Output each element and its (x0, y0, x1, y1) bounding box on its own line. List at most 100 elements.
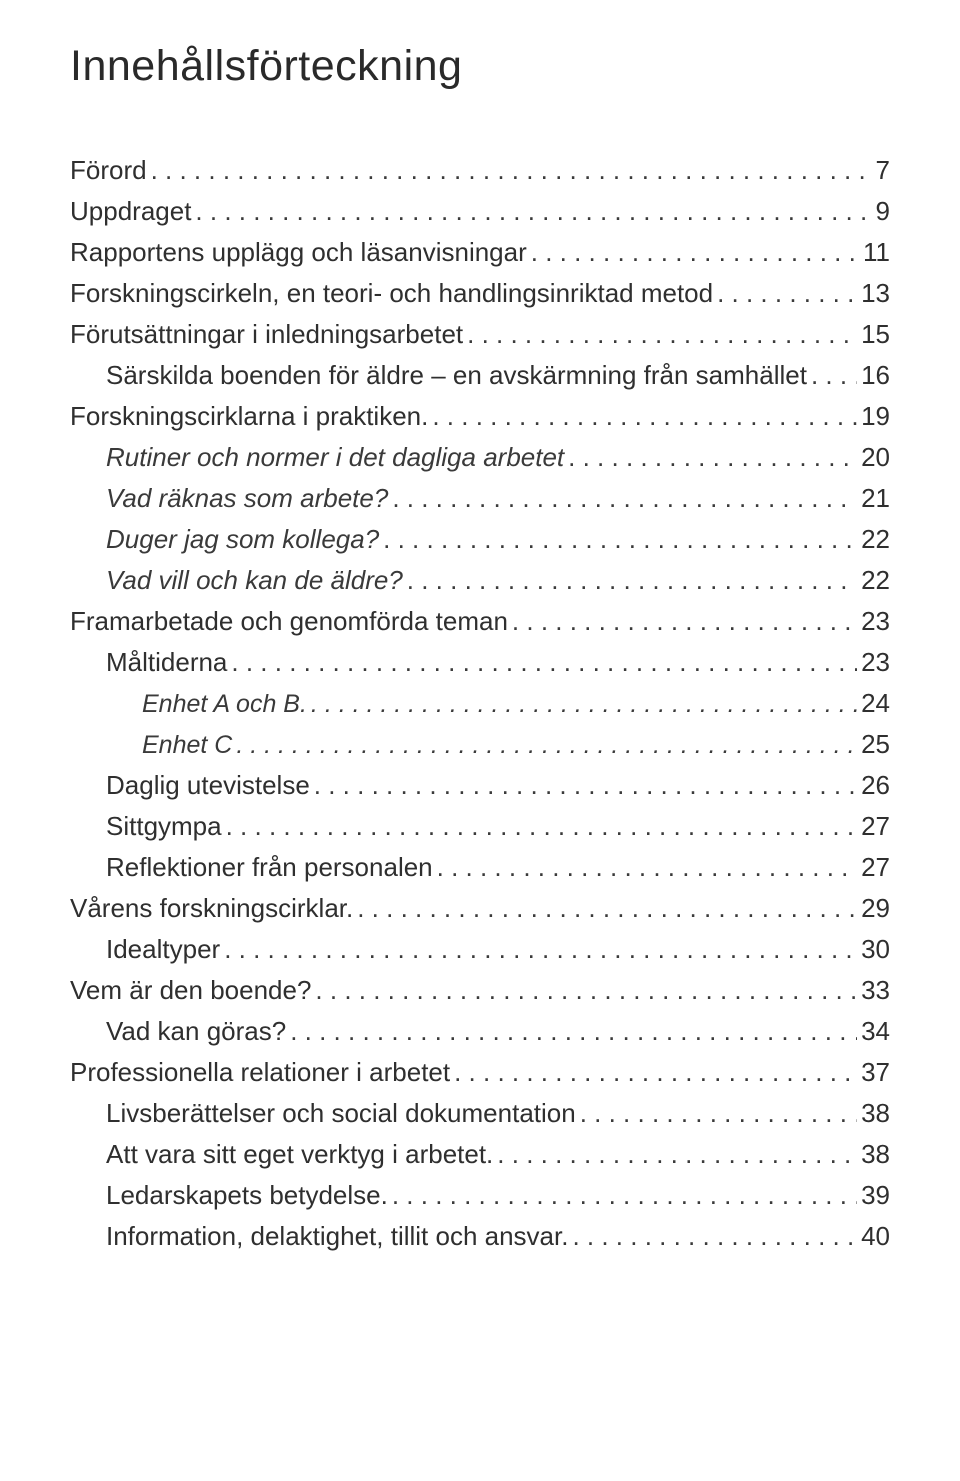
toc-page-number: 23 (861, 606, 890, 637)
toc-row: Reflektioner från personalen . . . . . .… (70, 852, 890, 883)
toc-entry-label: Vem är den boende? (70, 975, 311, 1006)
toc-leader-dots: . . . . . . . . . . . . . . . . . . . . … (357, 893, 857, 924)
toc-entry-label: Vad räknas som arbete? (70, 483, 388, 514)
toc-page-number: 29 (861, 893, 890, 924)
toc-entry-label: Reflektioner från personalen (70, 852, 433, 883)
table-of-contents: Förord . . . . . . . . . . . . . . . . .… (70, 155, 890, 1252)
toc-page-number: 37 (861, 1057, 890, 1088)
toc-row: Rapportens upplägg och läsanvisningar . … (70, 237, 890, 268)
toc-leader-dots: . . . . . . . . . . . . . . . . . . . . … (437, 852, 857, 883)
toc-leader-dots: . . . . . . . . . . . . . . . . . . . . … (290, 1016, 857, 1047)
toc-row: Forskningscirklarna i praktiken. . . . .… (70, 401, 890, 432)
toc-row: Förutsättningar i inledningsarbetet . . … (70, 319, 890, 350)
toc-row: Forskningscirkeln, en teori- och handlin… (70, 278, 890, 309)
toc-leader-dots: . . . . . . . . . . . . . . . . . . . . … (432, 401, 857, 432)
toc-entry-label: Forskningscirkeln, en teori- och handlin… (70, 278, 713, 309)
toc-leader-dots: . . . . . . . . . . . . . . . . . . . . … (580, 1098, 857, 1129)
toc-row: Duger jag som kollega? . . . . . . . . .… (70, 524, 890, 555)
toc-page-number: 39 (861, 1180, 890, 1211)
toc-entry-label: Vad vill och kan de äldre? (70, 565, 403, 596)
toc-row: Daglig utevistelse . . . . . . . . . . .… (70, 770, 890, 801)
toc-row: Vad vill och kan de äldre? . . . . . . .… (70, 565, 890, 596)
toc-page-number: 40 (861, 1221, 890, 1252)
toc-leader-dots: . . . . . . . . . . . . . . . . . . . . … (236, 731, 857, 760)
toc-page-number: 33 (861, 975, 890, 1006)
toc-leader-dots: . . . . . . . . . . . . . . . . . . . . … (392, 1180, 857, 1211)
toc-page-number: 38 (861, 1098, 890, 1129)
toc-page-number: 11 (863, 237, 890, 268)
toc-entry-label: Forskningscirklarna i praktiken. (70, 401, 428, 432)
toc-row: Särskilda boenden för äldre – en avskärm… (70, 360, 890, 391)
toc-leader-dots: . . . . . . . . . . . . . . . . . . . . … (717, 278, 857, 309)
toc-leader-dots: . . . . . . . . . . . . . . . . . . . . … (497, 1139, 857, 1170)
toc-page-number: 20 (861, 442, 890, 473)
toc-leader-dots: . . . . . . . . . . . . . . . . . . . . … (311, 690, 857, 719)
toc-row: Enhet C . . . . . . . . . . . . . . . . … (70, 729, 890, 760)
toc-leader-dots: . . . . . . . . . . . . . . . . . . . . … (383, 524, 857, 555)
toc-entry-label: Idealtyper (70, 934, 220, 965)
toc-row: Sittgympa . . . . . . . . . . . . . . . … (70, 811, 890, 842)
toc-leader-dots: . . . . . . . . . . . . . . . . . . . . … (512, 606, 857, 637)
toc-page-number: 25 (861, 729, 890, 760)
page-container: Innehållsförteckning Förord . . . . . . … (0, 0, 960, 1302)
toc-leader-dots: . . . . . . . . . . . . . . . . . . . . … (392, 483, 857, 514)
toc-leader-dots: . . . . . . . . . . . . . . . . . . . . … (226, 811, 857, 842)
toc-page-number: 23 (861, 647, 890, 678)
toc-page-number: 26 (861, 770, 890, 801)
toc-entry-label: Förord (70, 155, 147, 186)
toc-entry-label: Enhet A och B. (70, 690, 307, 719)
toc-row: Livsberättelser och social dokumentation… (70, 1098, 890, 1129)
toc-page-number: 27 (861, 852, 890, 883)
toc-leader-dots: . . . . . . . . . . . . . . . . . . . . … (467, 319, 857, 350)
toc-entry-label: Framarbetade och genomförda teman (70, 606, 508, 637)
toc-leader-dots: . . . . . . . . . . . . . . . . . . . . … (224, 934, 857, 965)
toc-page-number: 7 (876, 155, 890, 186)
page-title: Innehållsförteckning (70, 42, 890, 91)
toc-page-number: 24 (861, 688, 890, 719)
toc-leader-dots: . . . . . . . . . . . . . . . . . . . . … (531, 237, 859, 268)
toc-leader-dots: . . . . . . . . . . . . . . . . . . . . … (407, 565, 857, 596)
toc-entry-label: Enhet C (70, 731, 232, 760)
toc-leader-dots: . . . . . . . . . . . . . . . . . . . . … (568, 442, 857, 473)
toc-row: Ledarskapets betydelse. . . . . . . . . … (70, 1180, 890, 1211)
toc-entry-label: Rutiner och normer i det dagliga arbetet (70, 442, 564, 473)
toc-row: Framarbetade och genomförda teman . . . … (70, 606, 890, 637)
toc-row: Förord . . . . . . . . . . . . . . . . .… (70, 155, 890, 186)
toc-page-number: 22 (861, 524, 890, 555)
toc-leader-dots: . . . . . . . . . . . . . . . . . . . . … (314, 770, 857, 801)
toc-entry-label: Uppdraget (70, 196, 191, 227)
toc-page-number: 19 (861, 401, 890, 432)
toc-leader-dots: . . . . . . . . . . . . . . . . . . . . … (195, 196, 871, 227)
toc-entry-label: Information, delaktighet, tillit och ans… (70, 1221, 568, 1252)
toc-page-number: 16 (861, 360, 890, 391)
toc-page-number: 22 (861, 565, 890, 596)
toc-row: Vad räknas som arbete? . . . . . . . . .… (70, 483, 890, 514)
toc-leader-dots: . . . . . . . . . . . . . . . . . . . . … (231, 647, 857, 678)
toc-entry-label: Vårens forskningscirklar. (70, 893, 353, 924)
toc-entry-label: Rapportens upplägg och läsanvisningar (70, 237, 527, 268)
toc-page-number: 15 (861, 319, 890, 350)
toc-entry-label: Sittgympa (70, 811, 222, 842)
toc-page-number: 30 (861, 934, 890, 965)
toc-entry-label: Måltiderna (70, 647, 227, 678)
toc-row: Idealtyper . . . . . . . . . . . . . . .… (70, 934, 890, 965)
toc-entry-label: Att vara sitt eget verktyg i arbetet. (70, 1139, 493, 1170)
toc-entry-label: Särskilda boenden för äldre – en avskärm… (70, 360, 807, 391)
toc-page-number: 13 (861, 278, 890, 309)
toc-leader-dots: . . . . . . . . . . . . . . . . . . . . … (454, 1057, 857, 1088)
toc-page-number: 38 (861, 1139, 890, 1170)
toc-row: Information, delaktighet, tillit och ans… (70, 1221, 890, 1252)
toc-entry-label: Förutsättningar i inledningsarbetet (70, 319, 463, 350)
toc-leader-dots: . . . . . . . . . . . . . . . . . . . . … (811, 360, 857, 391)
toc-row: Uppdraget . . . . . . . . . . . . . . . … (70, 196, 890, 227)
toc-entry-label: Vad kan göras? (70, 1016, 286, 1047)
toc-row: Vårens forskningscirklar. . . . . . . . … (70, 893, 890, 924)
toc-entry-label: Livsberättelser och social dokumentation (70, 1098, 576, 1129)
toc-page-number: 9 (876, 196, 890, 227)
toc-leader-dots: . . . . . . . . . . . . . . . . . . . . … (572, 1221, 857, 1252)
toc-leader-dots: . . . . . . . . . . . . . . . . . . . . … (315, 975, 857, 1006)
toc-row: Rutiner och normer i det dagliga arbetet… (70, 442, 890, 473)
toc-entry-label: Duger jag som kollega? (70, 524, 379, 555)
toc-row: Enhet A och B. . . . . . . . . . . . . .… (70, 688, 890, 719)
toc-page-number: 21 (861, 483, 890, 514)
